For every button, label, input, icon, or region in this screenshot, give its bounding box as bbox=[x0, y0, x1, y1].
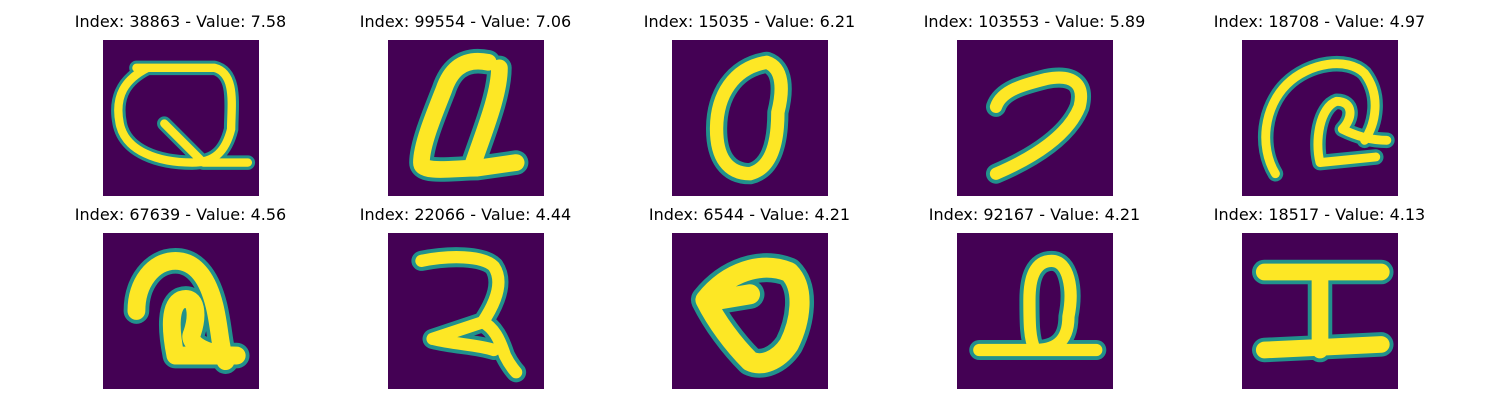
panel-title: Index: 6544 - Value: 4.21 bbox=[648, 205, 851, 224]
digit-image bbox=[1242, 233, 1398, 389]
panel-title: Index: 15035 - Value: 6.21 bbox=[643, 12, 856, 31]
panel-title: Index: 18517 - Value: 4.13 bbox=[1213, 205, 1426, 224]
digit-image bbox=[388, 233, 544, 389]
digit-panel: Index: 22066 - Value: 4.44 bbox=[323, 197, 608, 390]
digit-image bbox=[957, 233, 1113, 389]
digit-image bbox=[957, 40, 1113, 196]
digit-panel: Index: 18708 - Value: 4.97 bbox=[1177, 4, 1462, 197]
digit-panel: Index: 99554 - Value: 7.06 bbox=[323, 4, 608, 197]
digit-panel: Index: 18517 - Value: 4.13 bbox=[1177, 197, 1462, 390]
panel-title: Index: 92167 - Value: 4.21 bbox=[928, 205, 1141, 224]
digit-panel: Index: 6544 - Value: 4.21 bbox=[607, 197, 892, 390]
digit-image bbox=[103, 40, 259, 196]
panel-title: Index: 22066 - Value: 4.44 bbox=[359, 205, 572, 224]
digit-image bbox=[388, 40, 544, 196]
digit-image bbox=[103, 233, 259, 389]
digit-image bbox=[672, 40, 828, 196]
panel-title: Index: 38863 - Value: 7.58 bbox=[74, 12, 287, 31]
digit-panel: Index: 92167 - Value: 4.21 bbox=[892, 197, 1177, 390]
panel-title: Index: 99554 - Value: 7.06 bbox=[359, 12, 572, 31]
digit-image bbox=[1242, 40, 1398, 196]
panel-title: Index: 18708 - Value: 4.97 bbox=[1213, 12, 1426, 31]
panel-title: Index: 67639 - Value: 4.56 bbox=[74, 205, 287, 224]
digit-image bbox=[672, 233, 828, 389]
digit-panel: Index: 67639 - Value: 4.56 bbox=[38, 197, 323, 390]
digit-panel: Index: 103553 - Value: 5.89 bbox=[892, 4, 1177, 197]
digit-panel: Index: 38863 - Value: 7.58 bbox=[38, 4, 323, 197]
digit-panel: Index: 15035 - Value: 6.21 bbox=[607, 4, 892, 197]
panel-title: Index: 103553 - Value: 5.89 bbox=[923, 12, 1146, 31]
